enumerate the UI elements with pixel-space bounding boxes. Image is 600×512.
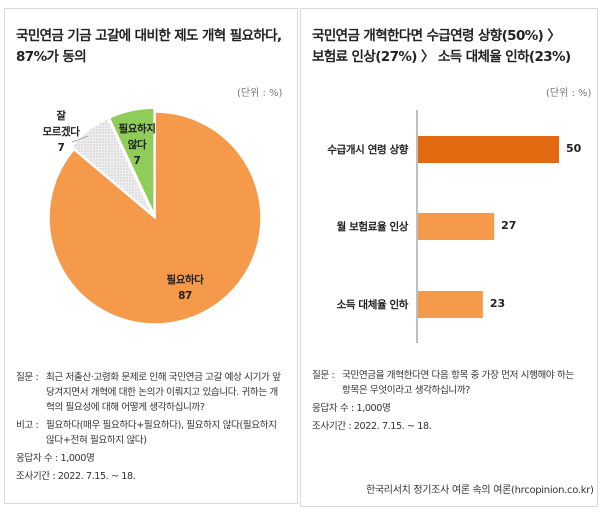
bar-title-line-1: 국민연금 개혁한다면 수급연령 상향(50%) 〉 (312, 28, 561, 44)
question-text: 최근 저출산·고령화 문제로 인해 국민연금 고갈 예상 시기가 앞당겨지면서 … (46, 372, 281, 413)
slice-label-dont-know: 잘 모르겠다 7 (40, 108, 82, 156)
pie-title-line-1: 국민연금 기금 고갈에 대비한 제도 개혁 필요하다, (16, 28, 282, 44)
bar-title: 국민연금 개혁한다면 수급연령 상향(50%) 〉 보험료 인상(27%) 〉 … (312, 26, 571, 68)
right-panel (300, 8, 598, 507)
not-needed-line-2: 않다 (127, 139, 147, 151)
slice-label-needed: 필요하다 87 (160, 272, 210, 304)
needed-value: 87 (178, 290, 192, 302)
pie-slice-2 (108, 107, 155, 215)
slice-label-not-needed: 필요하지 않다 7 (112, 121, 162, 169)
bar-value: 23 (489, 297, 506, 310)
pie-title: 국민연금 기금 고갈에 대비한 제도 개혁 필요하다, 87%가 동의 (16, 26, 282, 68)
dont-know-line-2: 모르겠다 (42, 126, 80, 138)
bar-value: 50 (566, 142, 582, 155)
pie-slice-1 (70, 117, 154, 216)
bar-label: 수급개시 연령 상향 (327, 144, 408, 156)
remark-text: 필요하다(매우 필요하다+필요하다), 필요하지 않다(필요하지 않다+전혀 필… (46, 420, 277, 446)
question-key: 질문 : (312, 370, 335, 381)
not-needed-value: 7 (133, 155, 141, 167)
bar-title-line-2: 보험료 인상(27%) 〉 소득 대체율 인하(23%) (312, 49, 571, 65)
question-key: 질문 : (16, 372, 39, 383)
not-needed-line-1: 필요하지 (118, 123, 156, 135)
bar-label: 소득 대체율 인하 (336, 299, 409, 311)
bar-0 (418, 136, 559, 163)
bar-2 (418, 291, 483, 318)
dont-know-value: 7 (57, 142, 65, 154)
question-text: 국민연금을 개혁한다면 다음 항목 중 가장 먼저 시행해야 하는 항목은 무엇… (342, 370, 574, 396)
right-notes: 질문 : 국민연금을 개혁한다면 다음 항목 중 가장 먼저 시행해야 하는 항목… (312, 368, 584, 437)
survey-period: 조사기간 : 2022. 7.15. ~ 18. (312, 421, 432, 432)
respondents: 응답자 수 : 1,000명 (16, 453, 95, 464)
remark-key: 비고 : (16, 420, 39, 431)
respondents: 응답자 수 : 1,000명 (312, 403, 391, 414)
survey-period: 조사기간 : 2022. 7.15. ~ 18. (16, 471, 136, 482)
dont-know-line-1: 잘 (56, 110, 66, 122)
source: 한국리서치 정기조사 여론 속의 여론(hrcopinion.co.kr) (366, 485, 594, 496)
needed-line-1: 필요하다 (166, 274, 204, 286)
bar-1 (418, 213, 495, 240)
pie-unit: (단위 : %) (237, 88, 283, 99)
left-notes: 질문 : 최근 저출산·고령화 문제로 인해 국민연금 고갈 예상 시기가 앞당겨… (16, 370, 286, 487)
bar-value: 27 (501, 219, 517, 232)
bar-label: 월 보험료율 인상 (336, 221, 409, 233)
leader-line (71, 135, 89, 143)
pie-title-line-2: 87%가 동의 (16, 49, 87, 65)
bar-unit: (단위 : %) (546, 88, 592, 99)
